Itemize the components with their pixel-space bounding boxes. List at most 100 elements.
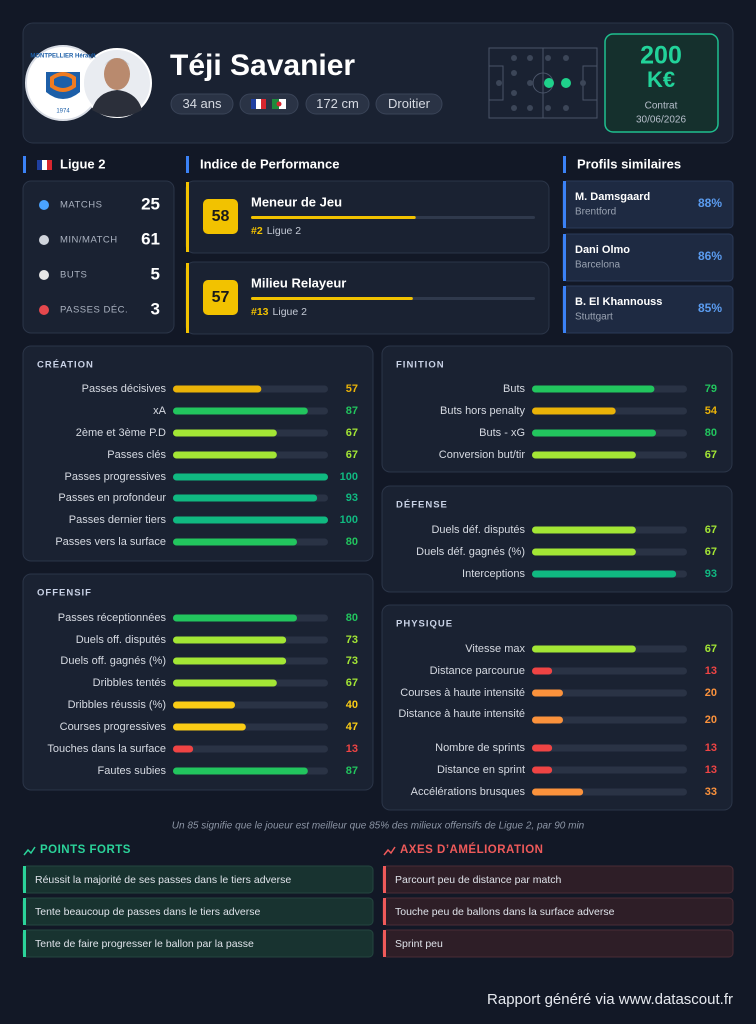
stats-card [22, 180, 175, 334]
metric-bar [532, 667, 553, 675]
role-name: Meneur de Jeu [251, 194, 342, 209]
panel-title: CRÉATION [37, 360, 94, 371]
flag-fr [261, 99, 266, 109]
metric-bar [532, 407, 616, 415]
heading-bar [186, 156, 189, 173]
metric-label: Accélérations brusques [411, 786, 526, 798]
similar-club: Stuttgart [575, 312, 613, 323]
metric-bar [532, 548, 636, 556]
list-text: Tente de faire progresser le ballon par … [35, 938, 254, 950]
tag [375, 93, 443, 115]
heading-bar [563, 156, 566, 173]
list-text: Parcourt peu de distance par match [395, 874, 562, 886]
metric-value: 20 [705, 687, 717, 699]
role-bar [251, 297, 413, 300]
metric-bar [532, 451, 636, 459]
metric-value: 93 [346, 492, 358, 504]
stat-value: 61 [141, 229, 160, 248]
section-heading: Indice de Performance [200, 156, 339, 171]
metric-label: Dribbles réussis (%) [68, 699, 166, 711]
metric-value: 73 [346, 634, 358, 646]
metric-label: Courses progressives [60, 721, 167, 733]
metric-label: 2ème et 3ème P.D [76, 427, 166, 439]
metric-track [173, 745, 328, 753]
metric-value: 80 [346, 536, 358, 548]
stat-icon [39, 200, 49, 210]
metric-value: 67 [705, 643, 717, 655]
similar-club: Barcelona [575, 260, 620, 271]
photo-face [104, 58, 130, 90]
similar-accent [563, 286, 566, 333]
metric-value: 67 [346, 677, 358, 689]
logo-text: MONTPELLIER Hérault [30, 54, 95, 60]
metric-label: Courses à haute intensité [400, 687, 525, 699]
position-dot [544, 78, 554, 88]
metric-bar [173, 767, 308, 775]
role-league: Ligue 2 [273, 306, 308, 318]
flag-dz [272, 99, 279, 109]
metric-bar [173, 538, 297, 546]
stat-icon [39, 235, 49, 245]
metric-label: Passes réceptionnées [58, 612, 167, 624]
metric-label: Passes décisives [82, 383, 167, 395]
list-accent [383, 866, 386, 893]
metric-bar [173, 679, 277, 687]
metric-bar [173, 407, 308, 415]
panel-title: PHYSIQUE [396, 619, 453, 630]
metric-value: 13 [705, 764, 717, 776]
metric-bar [173, 451, 277, 459]
metric-value: 67 [705, 449, 717, 461]
metric-label: Passes dernier tiers [69, 514, 167, 526]
metric-panel [381, 604, 733, 811]
score-box [203, 280, 238, 315]
tag-text: 34 ans [182, 96, 222, 111]
similar-accent [563, 181, 566, 228]
metric-value: 33 [705, 786, 717, 798]
metric-bar [532, 645, 636, 653]
list-accent [23, 866, 26, 893]
similar-club: Brentford [575, 207, 616, 218]
contract-label: Contrat [645, 101, 678, 112]
metric-value: 47 [346, 721, 358, 733]
metric-value: 73 [346, 655, 358, 667]
metric-value: 100 [340, 514, 358, 526]
metric-bar [532, 689, 563, 697]
list-text: Sprint peu [395, 938, 443, 950]
role-name: Milieu Relayeur [251, 275, 346, 290]
role-score: 57 [212, 289, 230, 306]
panel-title: DÉFENSE [396, 500, 448, 511]
metric-track [532, 667, 687, 675]
metric-value: 13 [346, 743, 358, 755]
metric-label: Nombre de sprints [435, 742, 525, 754]
metric-value: 67 [346, 449, 358, 461]
note: Un 85 signifie que le joueur est meilleu… [172, 821, 585, 832]
section-heading: Profils similaires [577, 156, 681, 171]
metric-label: Buts - xG [479, 427, 525, 439]
panel-title: OFFENSIF [37, 588, 92, 599]
role-rank-line: #13 Ligue 2 [251, 306, 307, 318]
metric-value: 67 [705, 546, 717, 558]
list-text: Tente beaucoup de passes dans le tiers a… [35, 906, 260, 918]
tag-text: Droitier [388, 96, 431, 111]
value-box [604, 33, 719, 133]
metric-bar [173, 745, 194, 753]
market-unit: K€ [647, 67, 675, 92]
metric-label: Duels off. disputés [76, 634, 167, 646]
metric-bar [532, 744, 553, 752]
role-rank: #2 [251, 225, 263, 237]
stat-icon [39, 270, 49, 280]
flag-fr [42, 160, 47, 170]
metric-bar [532, 766, 553, 774]
list-accent [23, 898, 26, 925]
metric-value: 80 [346, 612, 358, 624]
metric-label: Passes progressives [65, 471, 167, 483]
metric-label: Duels off. gagnés (%) [60, 655, 166, 667]
metric-value: 100 [340, 471, 358, 483]
flag-fr [251, 99, 256, 109]
stat-label: BUTS [60, 270, 87, 281]
metric-bar [532, 526, 636, 534]
club-logo-shield [46, 72, 80, 99]
footer: Rapport généré via www.datascout.fr [487, 991, 733, 1008]
metric-bar [532, 429, 656, 437]
pitch-box [488, 65, 504, 101]
